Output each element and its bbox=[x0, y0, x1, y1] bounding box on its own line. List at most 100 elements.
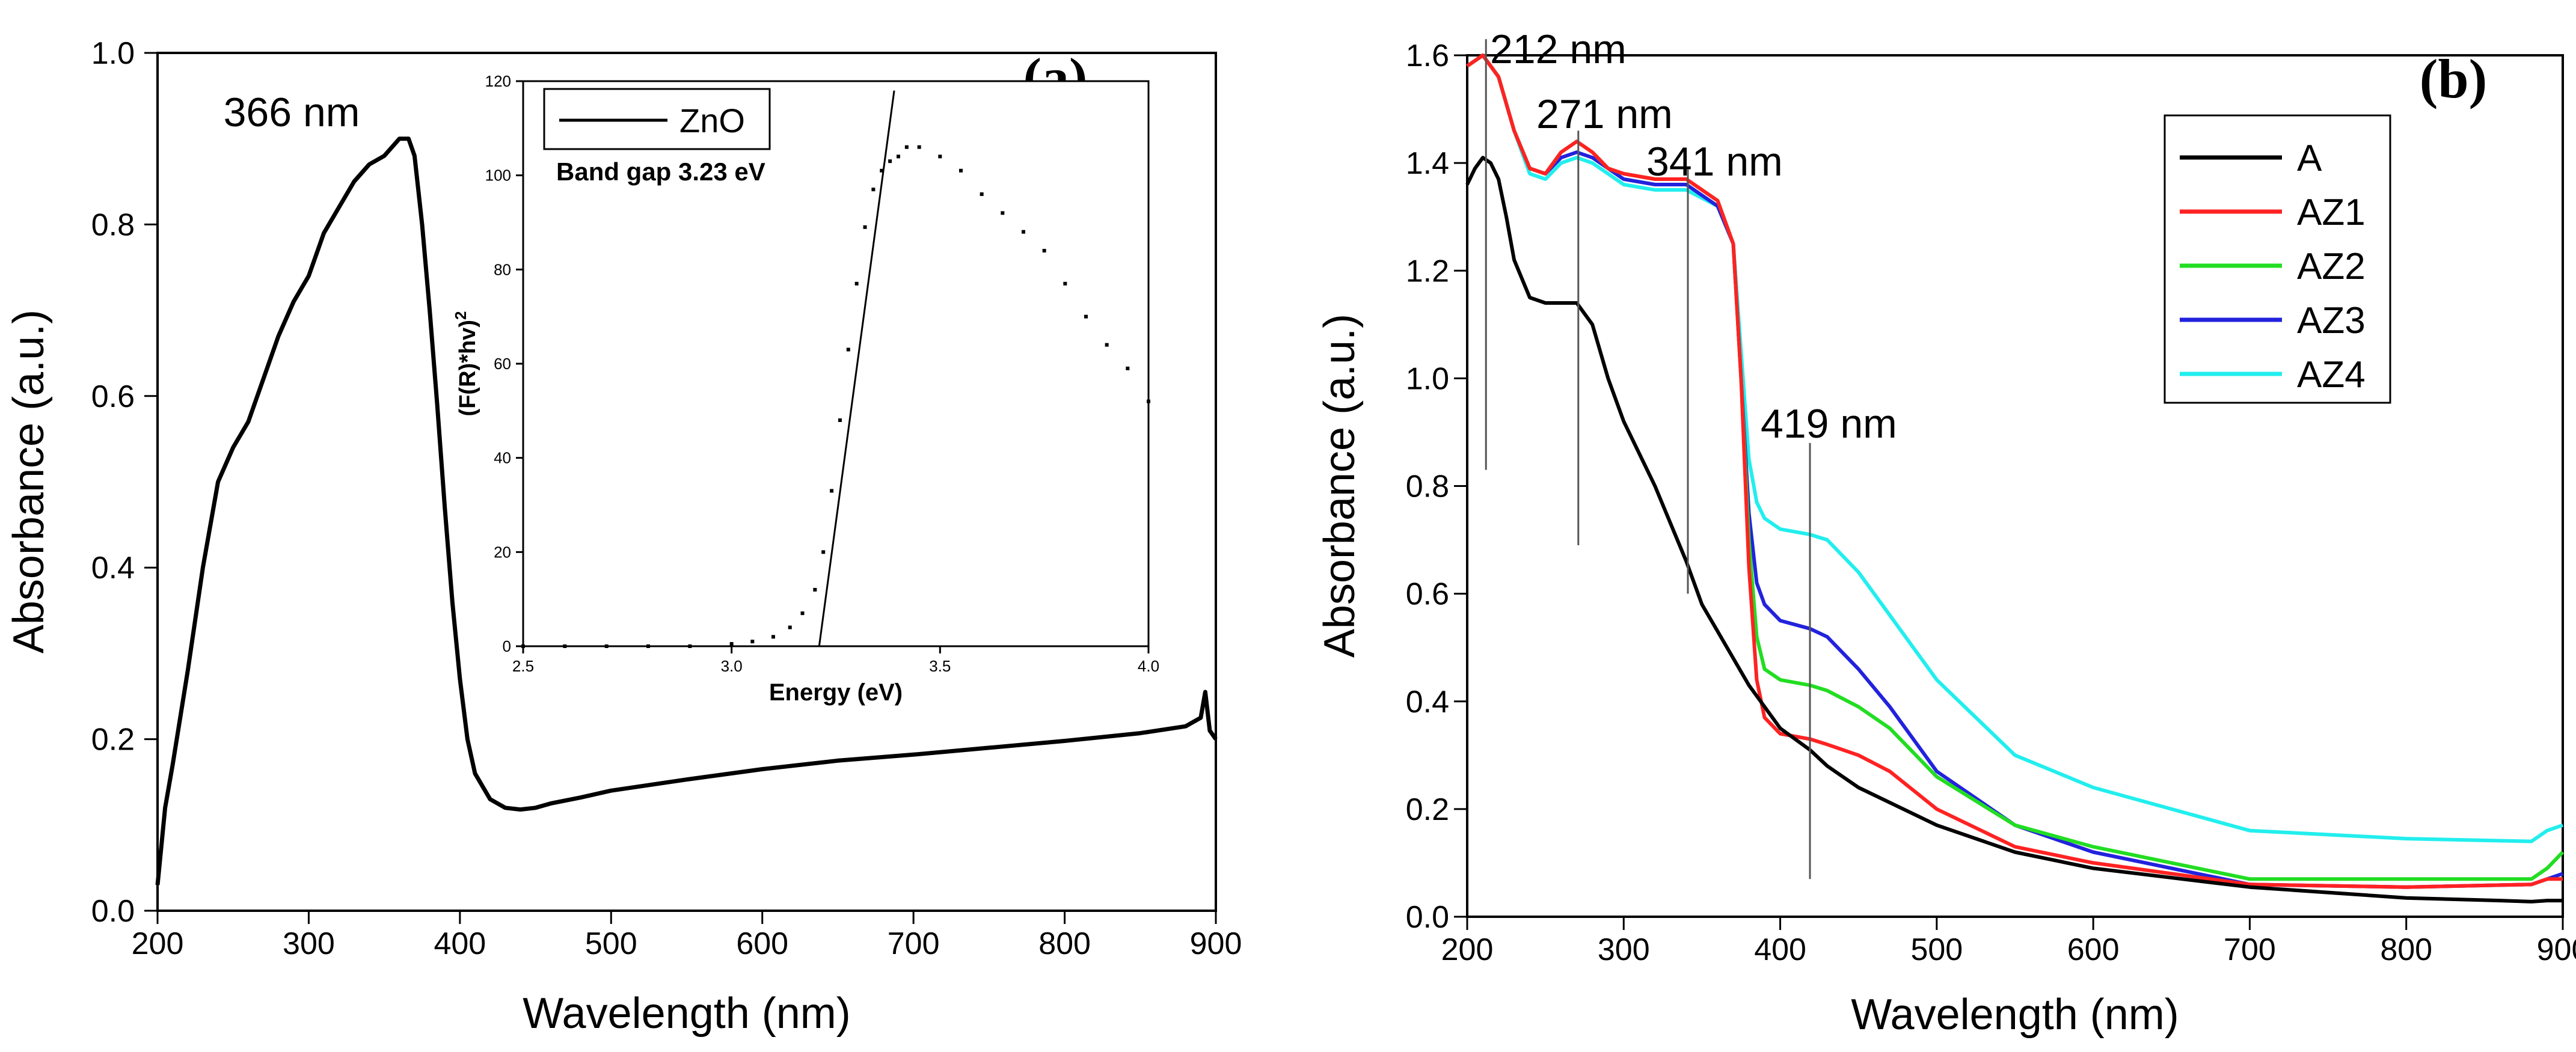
inset-y-ticks: 0 20 40 60 80 100 120 bbox=[485, 72, 523, 655]
panel-a-y-ticks: 0.0 0.2 0.4 0.6 0.8 1.0 bbox=[91, 36, 158, 929]
panel-b-label: (b) bbox=[2420, 48, 2487, 109]
inset-data-point bbox=[846, 347, 850, 352]
y-tick-label: 0.8 bbox=[1406, 469, 1449, 504]
inset-x-axis-label: Energy (eV) bbox=[769, 679, 903, 706]
y-tick-label: 1.4 bbox=[1406, 146, 1449, 181]
panel-a-series bbox=[155, 136, 1218, 885]
inset-data-point bbox=[821, 550, 826, 554]
inset-data-point bbox=[904, 145, 909, 149]
y-tick-label: 0.2 bbox=[1406, 792, 1449, 827]
panel-b-y-axis-label: Absorbance (a.u.) bbox=[1316, 314, 1364, 658]
inset-data-point bbox=[863, 225, 867, 229]
panel-a-x-axis-label: Wavelength (nm) bbox=[523, 989, 851, 1038]
y-tick-label: 1.2 bbox=[1406, 254, 1449, 289]
x-tick-label: 200 bbox=[1441, 932, 1494, 967]
panel-b: 200 300 400 500 600 700 800 900 0.0 0.2 0.4 0.6 0.8… bbox=[1316, 26, 2576, 1039]
y-tick-label: 40 bbox=[494, 449, 511, 467]
x-tick-label: 3.0 bbox=[721, 657, 743, 675]
inset-tangent-line bbox=[818, 90, 895, 647]
x-tick-label: 500 bbox=[585, 926, 637, 961]
y-tick-label: 0.2 bbox=[91, 723, 135, 757]
inset-data-point bbox=[1001, 211, 1005, 215]
x-tick-label: 300 bbox=[1598, 932, 1650, 967]
y-tick-label: 1.0 bbox=[1406, 361, 1449, 396]
inset-data-point bbox=[938, 154, 942, 159]
y-tick-label: 20 bbox=[494, 543, 511, 561]
panel-b-legend: A AZ1 AZ2 AZ3 AZ4 bbox=[2164, 114, 2391, 404]
inset-y-axis-label-main: (F(R)*hv) bbox=[455, 320, 480, 416]
inset-data-point bbox=[917, 145, 921, 149]
inset-data-point bbox=[871, 188, 876, 192]
inset-band-gap-text: Band gap 3.23 eV bbox=[556, 157, 765, 186]
inset-legend-label: ZnO bbox=[679, 102, 745, 139]
panel-b-annotation-419: 419 nm bbox=[1761, 401, 1897, 447]
inset-data-point bbox=[1105, 343, 1109, 347]
inset-data-point bbox=[1126, 366, 1130, 370]
y-tick-label: 60 bbox=[494, 355, 511, 373]
inset-data-point bbox=[1042, 249, 1046, 252]
inset-data-point bbox=[880, 168, 884, 173]
legend-label-az4: AZ4 bbox=[2297, 354, 2366, 396]
inset-tangent bbox=[818, 90, 895, 647]
inset-data-point bbox=[813, 588, 817, 592]
y-tick-label: 0 bbox=[503, 637, 511, 655]
x-tick-label: 2.5 bbox=[512, 657, 534, 675]
legend-label-az2: AZ2 bbox=[2297, 246, 2366, 287]
legend-label-a: A bbox=[2297, 138, 2322, 179]
inset-data-point bbox=[729, 642, 734, 646]
y-tick-label: 0.0 bbox=[91, 894, 135, 929]
inset-data-point bbox=[959, 168, 963, 173]
inset-data-point bbox=[688, 644, 692, 648]
x-tick-label: 700 bbox=[888, 926, 940, 961]
x-tick-label: 800 bbox=[1038, 926, 1091, 961]
y-tick-label: 0.4 bbox=[91, 551, 135, 586]
inset-data-point bbox=[980, 192, 984, 196]
panel-b-y-ticks: 0.0 0.2 0.4 0.6 0.8 1.0 1.2 1.4 1.6 bbox=[1406, 38, 1467, 935]
panel-a: 200 300 400 500 600 700 800 900 0.00.20.40.60.8… bbox=[5, 36, 1242, 1038]
y-tick-label: 0.0 bbox=[1406, 900, 1449, 935]
series-line-az1 bbox=[1466, 54, 2563, 889]
panel-b-peak-lines bbox=[1485, 39, 1811, 879]
inset-x-ticks: 2.5 3.0 3.5 4.0 bbox=[512, 646, 1159, 675]
panel-a-plot-frame bbox=[156, 52, 1217, 912]
inset-data-point bbox=[521, 644, 525, 648]
inset-data-point bbox=[563, 644, 567, 648]
inset-background bbox=[523, 81, 1148, 646]
y-tick-label: 0.8 bbox=[91, 207, 135, 242]
x-tick-label: 900 bbox=[1190, 926, 1242, 961]
panel-a-x-ticks: 200 300 400 500 600 700 800 900 bbox=[132, 911, 1242, 961]
x-tick-label: 600 bbox=[736, 926, 788, 961]
inset-data-points bbox=[521, 145, 1150, 648]
legend-label-az3: AZ3 bbox=[2297, 300, 2366, 341]
panel-b-x-axis-label: Wavelength (nm) bbox=[1851, 991, 2179, 1039]
inset-data-point bbox=[888, 159, 892, 164]
x-tick-label: 200 bbox=[132, 926, 184, 961]
inset-data-point bbox=[854, 281, 859, 286]
x-tick-label: 600 bbox=[2067, 932, 2120, 967]
panel-a-peak-annotation: 366 nm bbox=[224, 90, 360, 135]
inset-data-point bbox=[1084, 314, 1088, 319]
inset-data-point bbox=[897, 154, 900, 159]
inset-data-point bbox=[1022, 230, 1025, 234]
series-line-az4 bbox=[1466, 54, 2563, 843]
legend-label-az1: AZ1 bbox=[2297, 192, 2366, 233]
x-tick-label: 400 bbox=[1754, 932, 1806, 967]
x-tick-label: 800 bbox=[2380, 932, 2432, 967]
panel-b-annotation-271: 271 nm bbox=[1536, 91, 1673, 137]
inset-data-point bbox=[788, 625, 792, 629]
panel-b-legend-box bbox=[2164, 114, 2391, 404]
x-tick-label: 400 bbox=[434, 926, 486, 961]
panel-b-x-ticks: 200 300 400 500 600 700 800 900 bbox=[1441, 917, 2576, 967]
x-tick-label: 3.5 bbox=[929, 657, 951, 675]
y-tick-label: 0.6 bbox=[91, 379, 135, 414]
inset-y-axis-label: (F(R)*hv)2 bbox=[452, 311, 480, 417]
panel-a-y-axis-label: Absorbance (a.u.) bbox=[5, 310, 53, 653]
inset-data-point bbox=[800, 611, 805, 616]
inset-data-point bbox=[646, 644, 650, 648]
panel-a-inset: 2.5 3.0 3.5 4.0 0 20 40 60 80 100 120 Energy (eV)… bbox=[452, 72, 1159, 706]
y-tick-label: 0.6 bbox=[1406, 577, 1449, 612]
inset-data-point bbox=[838, 418, 842, 422]
panel-b-annotation-341: 341 nm bbox=[1646, 139, 1783, 185]
